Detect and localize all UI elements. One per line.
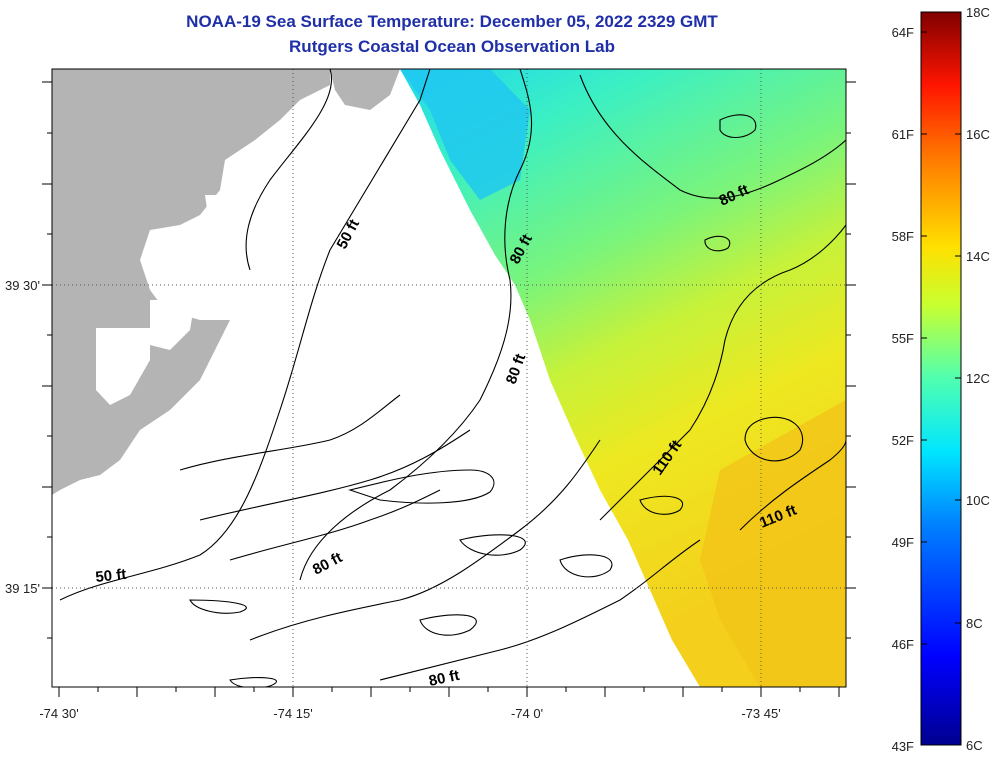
map-subtitle: Rutgers Coastal Ocean Observation Lab bbox=[289, 37, 615, 56]
colorbar-c-label: 14C bbox=[966, 249, 990, 264]
temperature-colorbar bbox=[920, 11, 962, 746]
latitude-label: 39 15' bbox=[5, 581, 40, 596]
colorbar-c-label: 8C bbox=[966, 616, 983, 631]
colorbar-fahrenheit-labels: 64F 61F 58F 55F 52F 49F 46F 43F bbox=[892, 25, 914, 754]
contour-110ft-ring bbox=[744, 416, 804, 462]
colorbar-f-label: 49F bbox=[892, 535, 914, 550]
longitude-label: -74 15' bbox=[273, 706, 312, 721]
colorbar-f-label: 46F bbox=[892, 637, 914, 652]
bathymetry-contours bbox=[59, 69, 846, 687]
map-title: NOAA-19 Sea Surface Temperature: Decembe… bbox=[186, 12, 718, 31]
colorbar-celsius-labels: 18C 16C 14C 12C 10C 8C 6C bbox=[966, 5, 990, 753]
colorbar-f-label: 55F bbox=[892, 331, 914, 346]
sst-warm-patch bbox=[700, 400, 846, 687]
bay-inlet bbox=[150, 300, 195, 350]
contour-80ft-mid bbox=[579, 74, 846, 199]
longitude-label: -74 30' bbox=[39, 706, 78, 721]
colorbar-f-label: 58F bbox=[892, 229, 914, 244]
colorbar-c-label: 16C bbox=[966, 127, 990, 142]
contour-50ft bbox=[59, 69, 431, 601]
bay-inlet bbox=[205, 195, 250, 250]
map-gridlines bbox=[52, 69, 846, 687]
colorbar-f-label: 64F bbox=[892, 25, 914, 40]
contour-50ft-inner bbox=[245, 69, 333, 271]
contour-110ft bbox=[599, 224, 846, 521]
longitude-label: -74 0' bbox=[511, 706, 543, 721]
colorbar-c-label: 10C bbox=[966, 493, 990, 508]
colorbar-c-label: 12C bbox=[966, 371, 990, 386]
map-ticks bbox=[42, 81, 856, 697]
contour-110ft-east bbox=[739, 439, 846, 531]
bay-inlet bbox=[96, 328, 150, 405]
colorbar-f-label: 61F bbox=[892, 127, 914, 142]
latitude-label: 39 30' bbox=[5, 278, 40, 293]
colorbar-f-label: 43F bbox=[892, 739, 914, 754]
contour-label: 80 ft bbox=[427, 667, 461, 690]
contour-80ft-south bbox=[249, 439, 601, 641]
colorbar-f-label: 52F bbox=[892, 433, 914, 448]
contour-80ft-shelf bbox=[379, 539, 701, 681]
colorbar-c-label: 18C bbox=[966, 5, 990, 20]
colorbar-c-label: 6C bbox=[966, 738, 983, 753]
contour-label: 50 ft bbox=[95, 566, 127, 586]
land-peninsula bbox=[330, 69, 400, 110]
longitude-label: -73 45' bbox=[741, 706, 780, 721]
colorbar-ticks bbox=[921, 11, 961, 746]
sst-cool-patch bbox=[400, 69, 530, 200]
contour-80ft-north bbox=[299, 69, 533, 581]
